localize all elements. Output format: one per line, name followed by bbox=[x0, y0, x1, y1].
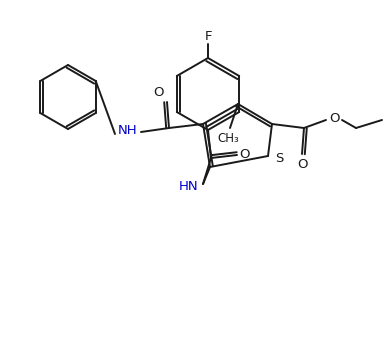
Text: F: F bbox=[204, 30, 212, 43]
Text: NH: NH bbox=[118, 124, 138, 137]
Text: O: O bbox=[297, 157, 307, 170]
Text: S: S bbox=[275, 151, 283, 164]
Text: CH₃: CH₃ bbox=[217, 132, 239, 145]
Text: O: O bbox=[154, 87, 164, 100]
Text: O: O bbox=[239, 147, 249, 161]
Text: HN: HN bbox=[179, 180, 199, 193]
Text: O: O bbox=[329, 112, 339, 125]
